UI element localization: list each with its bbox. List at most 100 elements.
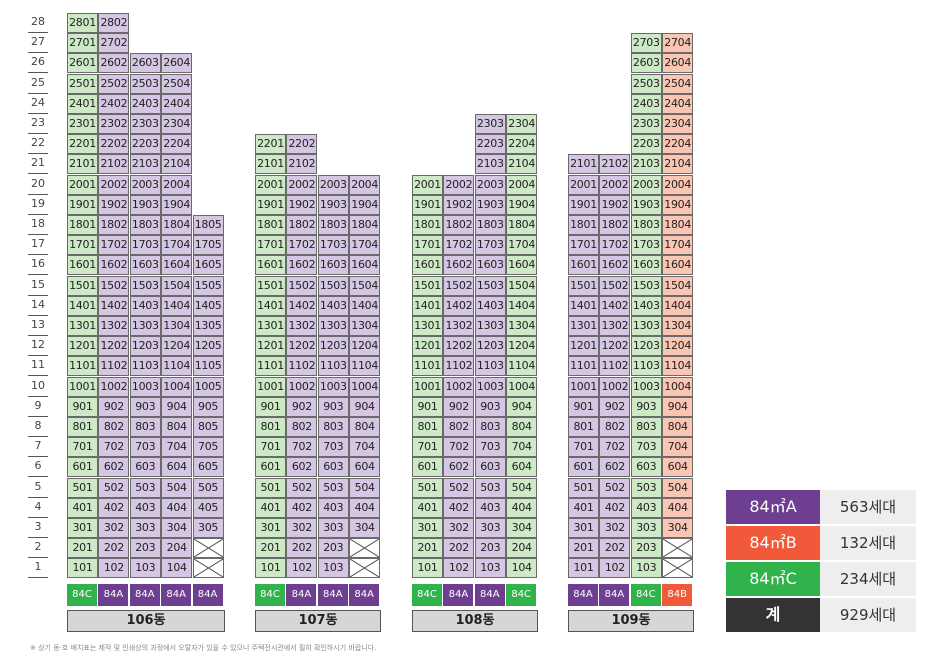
unit-cell[interactable]: 704 [161, 437, 193, 458]
unit-cell[interactable]: 1502 [98, 275, 130, 296]
unit-cell[interactable]: 501 [568, 477, 599, 498]
unit-cell[interactable]: 802 [286, 417, 318, 437]
unit-cell[interactable]: 203 [317, 538, 349, 559]
unit-cell[interactable]: 1501 [568, 275, 599, 296]
unit-cell[interactable]: 1602 [599, 255, 631, 276]
unit-cell[interactable]: 1603 [129, 255, 161, 276]
unit-cell[interactable]: 1301 [568, 316, 599, 336]
unit-cell[interactable]: 1504 [349, 275, 381, 296]
unit-cell[interactable]: 1501 [412, 275, 443, 296]
unit-cell[interactable]: 502 [443, 477, 475, 498]
unit-cell[interactable]: 1402 [286, 295, 318, 316]
unit-cell[interactable]: 1504 [662, 275, 694, 296]
unit-cell[interactable]: 1405 [192, 295, 224, 316]
unit-cell[interactable]: 703 [474, 437, 506, 458]
unit-cell[interactable]: 1805 [192, 215, 224, 235]
unit-cell[interactable]: 2201 [255, 134, 286, 155]
unit-cell[interactable]: 1303 [474, 316, 506, 336]
unit-cell[interactable]: 902 [599, 396, 631, 417]
unit-cell[interactable]: 1004 [349, 376, 381, 397]
unit-cell[interactable]: 1203 [129, 336, 161, 357]
unit-cell[interactable]: 1401 [568, 295, 599, 316]
unit-cell[interactable]: 2204 [161, 134, 193, 155]
unit-cell[interactable]: 2404 [161, 93, 193, 114]
unit-cell[interactable]: 1505 [192, 275, 224, 296]
unit-cell[interactable]: 902 [286, 396, 318, 417]
unit-cell[interactable]: 602 [443, 457, 475, 478]
unit-cell[interactable]: 703 [129, 437, 161, 458]
unit-cell[interactable]: 1403 [474, 295, 506, 316]
unit-cell[interactable]: 1702 [286, 235, 318, 256]
unit-cell[interactable]: 601 [412, 457, 443, 478]
unit-cell[interactable]: 2103 [630, 154, 662, 175]
unit-cell[interactable]: 1504 [506, 275, 538, 296]
unit-cell[interactable]: 402 [599, 497, 631, 518]
unit-cell[interactable]: 2401 [67, 93, 98, 114]
unit-cell[interactable]: 1502 [443, 275, 475, 296]
unit-cell[interactable]: 2002 [286, 174, 318, 195]
unit-cell[interactable]: 1404 [506, 295, 538, 316]
unit-cell[interactable]: 2001 [568, 174, 599, 195]
unit-cell[interactable]: 1704 [161, 235, 193, 256]
unit-cell[interactable]: 901 [67, 396, 98, 417]
unit-cell[interactable]: 1202 [443, 336, 475, 357]
unit-cell[interactable]: 904 [506, 396, 538, 417]
unit-cell[interactable]: 1603 [630, 255, 662, 276]
unit-cell[interactable]: 1004 [662, 376, 694, 397]
unit-cell[interactable]: 202 [98, 538, 130, 559]
unit-cell[interactable]: 1005 [192, 376, 224, 397]
unit-cell[interactable]: 401 [412, 497, 443, 518]
unit-cell[interactable]: 703 [630, 437, 662, 458]
unit-cell[interactable]: 2601 [67, 53, 98, 74]
unit-cell[interactable]: 2703 [630, 33, 662, 54]
unit-cell[interactable]: 305 [192, 518, 224, 538]
unit-cell[interactable]: 2604 [662, 53, 694, 74]
unit-cell[interactable]: 1205 [192, 336, 224, 357]
unit-cell[interactable]: 1702 [443, 235, 475, 256]
unit-cell[interactable]: 1203 [317, 336, 349, 357]
unit-cell[interactable]: 1504 [161, 275, 193, 296]
unit-cell[interactable]: 1701 [255, 235, 286, 256]
unit-cell[interactable]: 1802 [443, 215, 475, 235]
unit-cell[interactable]: 204 [161, 538, 193, 559]
unit-cell[interactable]: 504 [161, 477, 193, 498]
unit-cell[interactable]: 1803 [317, 215, 349, 235]
unit-cell[interactable]: 901 [412, 396, 443, 417]
unit-cell[interactable]: 1904 [349, 194, 381, 215]
unit-cell[interactable]: 1102 [98, 356, 130, 377]
unit-cell[interactable]: 2203 [630, 134, 662, 155]
unit-cell[interactable]: 1204 [349, 336, 381, 357]
unit-cell[interactable]: 1301 [67, 316, 98, 336]
unit-cell[interactable]: 101 [255, 558, 286, 579]
unit-cell[interactable]: 101 [568, 558, 599, 579]
unit-cell[interactable]: 401 [255, 497, 286, 518]
unit-cell[interactable]: 1701 [412, 235, 443, 256]
unit-cell[interactable]: 603 [317, 457, 349, 478]
unit-cell[interactable]: 2701 [67, 33, 98, 54]
unit-cell[interactable]: 702 [443, 437, 475, 458]
unit-cell[interactable]: 603 [474, 457, 506, 478]
unit-cell[interactable]: 1104 [506, 356, 538, 377]
unit-cell[interactable]: 1603 [317, 255, 349, 276]
unit-cell[interactable]: 2003 [317, 174, 349, 195]
unit-cell[interactable]: 1901 [568, 194, 599, 215]
unit-cell[interactable]: 302 [286, 518, 318, 538]
unit-cell[interactable]: 503 [474, 477, 506, 498]
unit-cell[interactable]: 1704 [349, 235, 381, 256]
unit-cell[interactable]: 2502 [98, 73, 130, 94]
unit-cell[interactable]: 304 [161, 518, 193, 538]
unit-cell[interactable]: 1803 [630, 215, 662, 235]
unit-cell[interactable]: 2004 [349, 174, 381, 195]
unit-cell[interactable]: 1601 [412, 255, 443, 276]
unit-cell[interactable]: 203 [630, 538, 662, 559]
unit-cell[interactable]: 2404 [662, 93, 694, 114]
unit-cell[interactable]: 2104 [506, 154, 538, 175]
unit-cell[interactable]: 502 [286, 477, 318, 498]
unit-cell[interactable]: 1701 [67, 235, 98, 256]
unit-cell[interactable]: 1401 [412, 295, 443, 316]
unit-cell[interactable]: 904 [349, 396, 381, 417]
unit-cell[interactable]: 503 [317, 477, 349, 498]
unit-cell[interactable]: 804 [662, 417, 694, 437]
unit-cell[interactable]: 701 [412, 437, 443, 458]
unit-cell[interactable]: 1204 [161, 336, 193, 357]
